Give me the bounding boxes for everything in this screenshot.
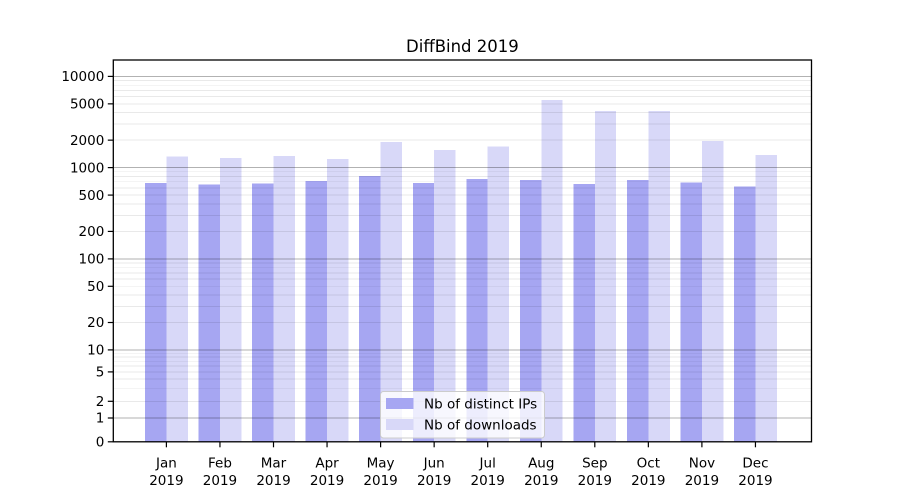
bar-downloads-jan — [166, 156, 188, 442]
legend-swatch-distinct-ips — [386, 398, 414, 409]
bar-distinct-ips-oct — [626, 180, 649, 442]
bar-distinct-ips-aug — [519, 180, 542, 442]
x-tick-label-month: Nov — [689, 456, 715, 472]
y-tick-label: 2000 — [70, 133, 104, 149]
x-tick-label-year: 2019 — [363, 473, 397, 489]
bar-downloads-nov — [701, 140, 724, 442]
bar-downloads-apr — [327, 159, 349, 442]
bar-downloads-mar — [273, 156, 295, 442]
x-tick-label-year: 2019 — [685, 473, 719, 489]
bar-downloads-feb — [219, 158, 242, 442]
y-tick-label: 2 — [96, 394, 105, 410]
x-tick-label-year: 2019 — [738, 473, 772, 489]
y-tick-label: 10000 — [61, 69, 104, 85]
x-tick-label-year: 2019 — [524, 473, 558, 489]
plot-border — [112, 59, 813, 443]
x-tick-label-month: Aug — [528, 456, 554, 472]
x-tick-label-year: 2019 — [631, 473, 665, 489]
x-tick-label-year: 2019 — [310, 473, 344, 489]
x-tick-label-month: Apr — [315, 456, 339, 472]
y-tick-label: 1 — [96, 411, 105, 427]
x-tick-label-year: 2019 — [149, 473, 183, 489]
x-tick-label-year: 2019 — [471, 473, 505, 489]
legend-box — [380, 391, 545, 439]
y-tick-label: 5000 — [70, 97, 104, 113]
bar-distinct-ips-mar — [252, 183, 274, 442]
bar-distinct-ips-may — [359, 175, 381, 442]
bar-distinct-ips-jun — [412, 182, 435, 442]
bar-distinct-ips-sep — [573, 184, 595, 442]
y-tick-label: 100 — [79, 252, 105, 268]
legend-label-distinct-ips: Nb of distinct IPs — [424, 397, 537, 413]
x-tick-label-month: Sep — [582, 456, 607, 472]
x-tick-label-year: 2019 — [256, 473, 290, 489]
x-tick-label-month: Feb — [208, 456, 232, 472]
x-tick-label-month: Jan — [155, 456, 177, 472]
x-tick-label-year: 2019 — [578, 473, 612, 489]
x-tick-label-year: 2019 — [203, 473, 237, 489]
y-tick-label: 200 — [79, 224, 105, 240]
x-tick-label-month: May — [367, 456, 395, 472]
y-tick-label: 0 — [96, 435, 105, 451]
bar-distinct-ips-jul — [466, 179, 488, 442]
y-tick-label: 1000 — [70, 160, 104, 176]
bar-distinct-ips-apr — [305, 181, 328, 442]
bar-downloads-jul — [487, 146, 510, 442]
x-tick-label-month: Oct — [637, 456, 660, 472]
x-tick-label-year: 2019 — [417, 473, 451, 489]
legend-swatch-downloads — [386, 419, 414, 430]
legend: Nb of distinct IPs Nb of downloads — [380, 391, 545, 439]
bar-downloads-sep — [594, 110, 617, 442]
y-tick-label: 500 — [79, 188, 105, 204]
bars-layer — [145, 100, 777, 442]
bar-distinct-ips-dec — [734, 186, 756, 442]
y-tick-label: 50 — [87, 279, 104, 295]
x-tick-label-month: Jun — [423, 456, 445, 472]
bar-downloads-aug — [541, 100, 563, 442]
chart-title: DiffBind 2019 — [406, 37, 519, 56]
x-tick-label-month: Dec — [742, 456, 768, 472]
bar-distinct-ips-nov — [680, 182, 702, 442]
x-tick-label-month: Mar — [261, 456, 287, 472]
legend-label-downloads: Nb of downloads — [424, 418, 537, 434]
axes-layer — [107, 59, 813, 448]
bar-distinct-ips-jan — [145, 182, 167, 442]
tick-labels-layer: 012510205010020050010002000500010000Jan2… — [61, 69, 772, 489]
y-tick-label: 10 — [87, 343, 104, 359]
bar-downloads-oct — [648, 110, 670, 442]
y-tick-label: 20 — [87, 315, 104, 331]
bar-downloads-dec — [755, 155, 777, 442]
bar-downloads-jun — [434, 149, 456, 442]
y-tick-label: 5 — [96, 365, 105, 381]
gridlines-layer — [113, 75, 812, 419]
x-tick-label-month: Jul — [479, 456, 496, 472]
bar-downloads-may — [380, 142, 402, 442]
bar-distinct-ips-feb — [198, 184, 220, 442]
